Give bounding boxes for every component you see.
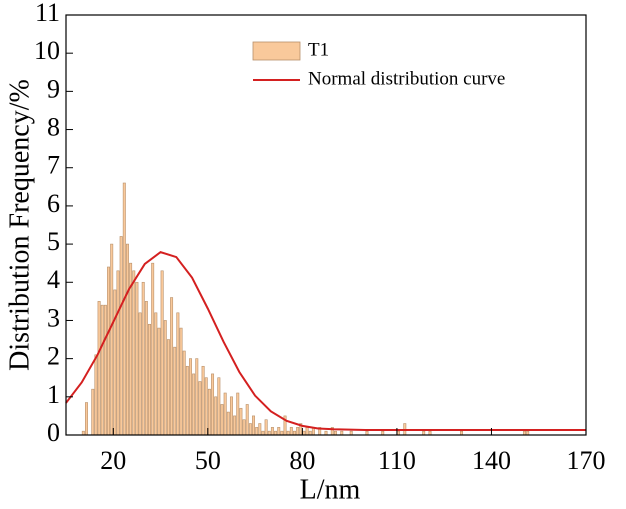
curve [65,251,586,432]
bar [242,419,246,436]
x-tick-label: 20 [100,446,126,475]
bar [151,262,155,436]
bar [223,392,227,436]
y-tick-label: 3 [47,303,60,332]
bar [289,427,293,436]
bar [217,377,221,436]
bar [144,301,148,436]
bar [173,346,177,436]
bar [226,411,230,436]
bar [97,301,101,436]
bar [132,270,136,436]
legend: T1 Normal distribution curve [252,39,505,89]
legend-label: T1 [308,39,329,60]
bar [157,327,161,436]
y-tick-label: 6 [47,189,60,218]
bar [277,427,281,436]
legend-label: Normal distribution curve [308,68,505,89]
bar [229,396,233,436]
bar [166,339,170,436]
x-tick-label: 170 [567,446,606,475]
bar [195,358,199,436]
bar [220,404,224,436]
y-tick-label: 8 [47,113,60,142]
bar [116,270,120,436]
frame [65,14,587,436]
y-tick-label: 7 [47,151,60,180]
y-tick-label: 9 [47,74,60,103]
bar [94,354,98,436]
legend-swatch [252,41,301,61]
bar [233,415,237,436]
x-tick-label: 80 [289,446,315,475]
bar [148,323,151,436]
bar [170,297,174,436]
bar [296,427,300,436]
y-tick-label: 11 [35,0,60,27]
y-tick-label: 1 [47,380,60,409]
bar [239,407,243,436]
x-axis-label: L/nm [300,474,361,505]
x-tick-label: 140 [472,446,511,475]
bar [270,427,274,436]
bar [154,312,158,436]
bar [252,415,255,436]
bar [245,404,249,436]
y-tick-label: 2 [47,342,60,371]
bar [179,327,183,436]
bar [103,304,107,436]
bar [211,373,215,436]
y-tick-label: 10 [34,36,60,65]
bar [204,377,208,436]
plot-area [65,182,586,436]
bar [198,381,202,436]
bar [119,236,123,436]
bar [163,320,167,436]
bar [207,388,211,436]
bar [258,423,262,436]
bar [189,358,192,436]
bar [122,182,126,436]
bar [125,243,129,436]
bar [135,281,139,436]
bar [214,396,218,436]
bar [85,402,88,436]
bar [110,243,114,436]
bar [138,312,142,436]
bar [182,350,186,436]
y-tick-label: 0 [47,418,60,447]
y-tick-label: 4 [47,265,60,294]
bar [236,392,240,436]
bar [91,388,95,436]
bar [248,423,252,436]
bar [305,427,309,436]
bar [113,289,117,436]
bar [201,365,205,436]
bar [107,266,111,436]
bar [141,281,145,436]
y-axis-label: Distribution Frequency/% [4,79,35,371]
x-tick-label: 50 [195,446,221,475]
bar [192,373,196,436]
bar [160,270,164,436]
bar [176,312,180,436]
bar [100,304,104,436]
bar [264,419,268,436]
bar [185,365,189,436]
bar [255,427,259,436]
x-tick-label: 110 [378,446,416,475]
y-tick-label: 5 [47,227,60,256]
